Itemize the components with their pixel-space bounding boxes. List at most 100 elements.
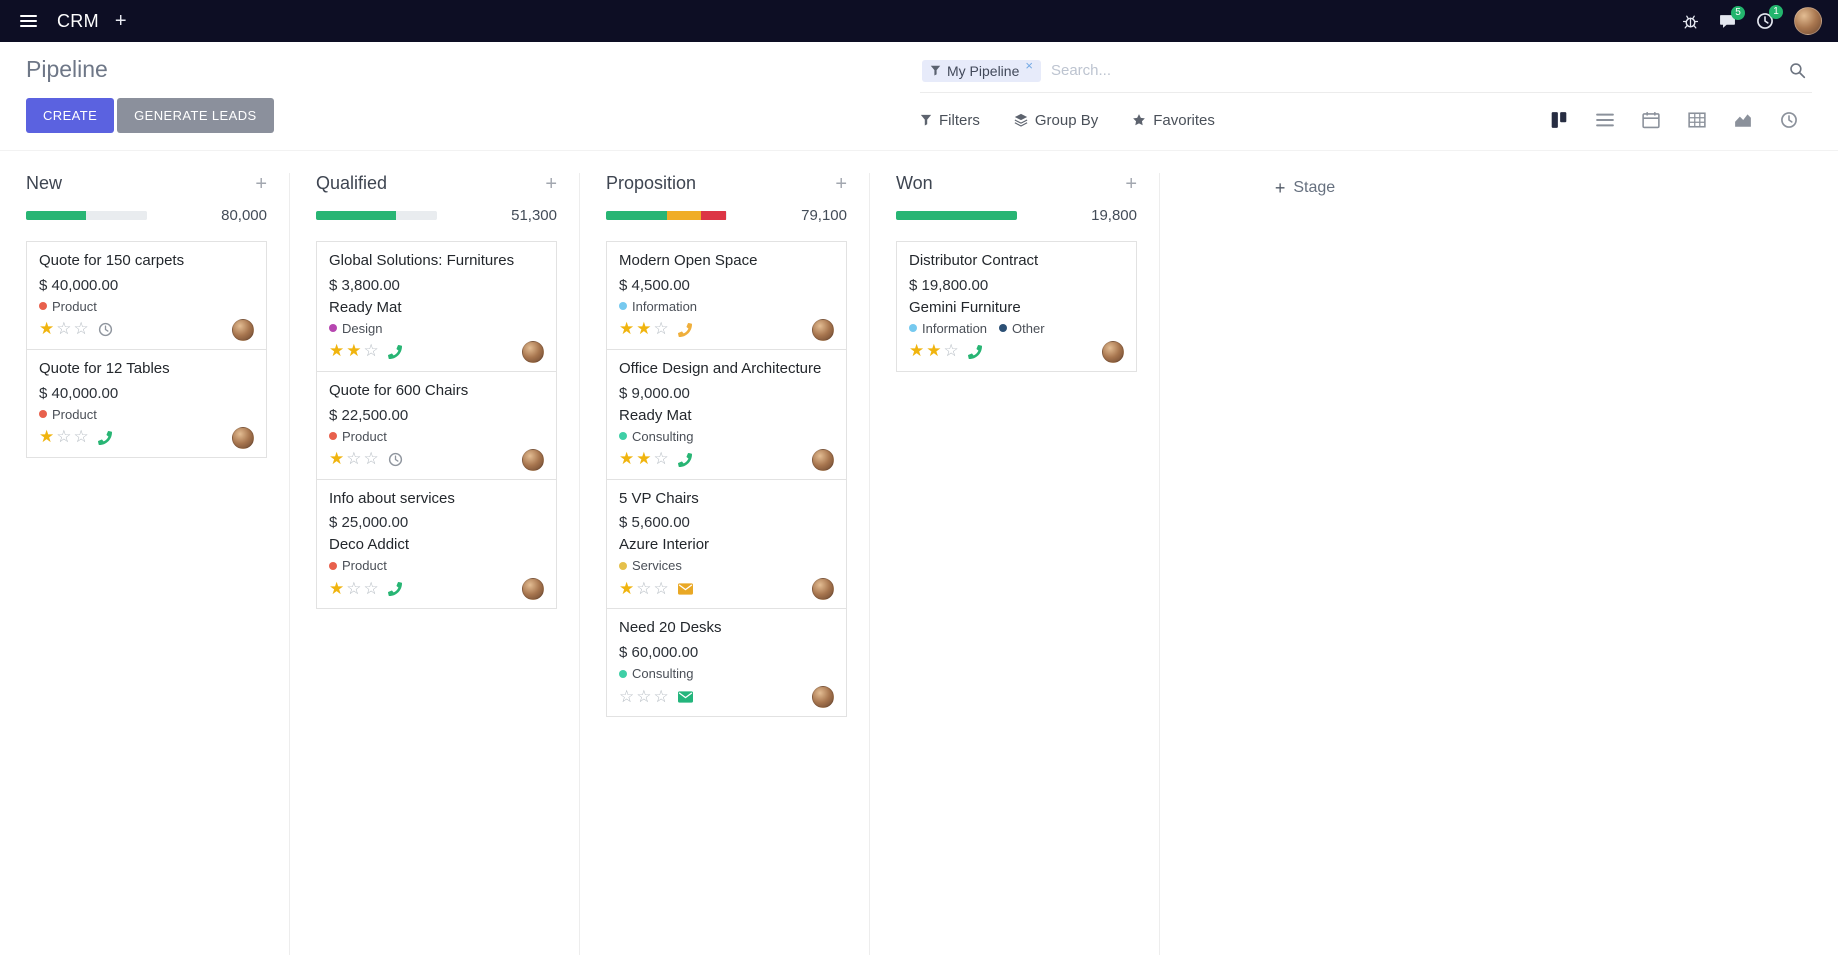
star-empty-icon[interactable]: ☆	[56, 427, 72, 447]
pivot-view-button[interactable]	[1674, 106, 1720, 134]
salesperson-avatar[interactable]	[812, 318, 834, 341]
favorites-menu-button[interactable]: Favorites	[1132, 112, 1215, 129]
star-filled-icon[interactable]: ★	[329, 449, 345, 469]
progress-segment[interactable]	[701, 211, 727, 220]
star-empty-icon[interactable]: ☆	[363, 341, 379, 362]
card-title[interactable]: Distributor Contract	[909, 252, 1039, 269]
card-title[interactable]: Global Solutions: Furnitures	[329, 252, 515, 269]
progress-segment[interactable]	[26, 211, 87, 220]
group-by-menu-button[interactable]: Group By	[1014, 112, 1098, 129]
star-empty-icon[interactable]: ☆	[636, 686, 652, 707]
add-stage-button[interactable]: + Stage	[1275, 176, 1335, 200]
star-empty-icon[interactable]: ☆	[653, 319, 669, 340]
envelope-icon[interactable]	[678, 691, 693, 703]
search-input[interactable]	[1040, 58, 1789, 83]
star-empty-icon[interactable]: ☆	[346, 449, 362, 469]
star-empty-icon[interactable]: ☆	[73, 319, 89, 340]
phone-icon[interactable]	[678, 323, 692, 337]
kanban-card[interactable]: Quote for 600 Chairs $ 22,500.00 Product…	[316, 370, 557, 480]
kanban-view-button[interactable]	[1536, 106, 1582, 134]
clock-icon[interactable]	[98, 322, 113, 337]
kanban-card[interactable]: Global Solutions: Furnitures $ 3,800.00 …	[316, 241, 557, 372]
quick-add-icon[interactable]: +	[1125, 172, 1137, 195]
kanban-card[interactable]: 5 VP Chairs $ 5,600.00 Azure Interior Se…	[606, 478, 847, 610]
star-empty-icon[interactable]: ☆	[636, 578, 652, 599]
card-title[interactable]: Need 20 Desks	[619, 619, 722, 637]
kanban-card[interactable]: Quote for 150 carpets $ 40,000.00 Produc…	[26, 241, 267, 350]
salesperson-avatar[interactable]	[232, 318, 254, 341]
phone-icon[interactable]	[968, 345, 982, 359]
star-filled-icon[interactable]: ★	[636, 449, 652, 469]
salesperson-avatar[interactable]	[522, 340, 544, 363]
search-facet[interactable]: My Pipeline ×	[922, 58, 1041, 82]
star-empty-icon[interactable]: ☆	[653, 686, 669, 707]
salesperson-avatar[interactable]	[1102, 340, 1124, 363]
star-empty-icon[interactable]: ☆	[73, 427, 89, 447]
app-name[interactable]: CRM	[57, 10, 99, 31]
search-icon[interactable]	[1789, 62, 1810, 79]
column-title[interactable]: Qualified	[316, 173, 388, 193]
generate-leads-button[interactable]: GENERATE LEADS	[117, 98, 274, 133]
kanban-card[interactable]: Need 20 Desks $ 60,000.00 Consulting ☆ ☆ ☆	[606, 608, 847, 717]
debug-bug-icon[interactable]	[1682, 13, 1699, 30]
card-title[interactable]: 5 VP Chairs	[619, 489, 699, 507]
card-title[interactable]: Office Design and Architecture	[619, 359, 822, 377]
star-empty-icon[interactable]: ☆	[943, 341, 959, 362]
add-icon[interactable]: +	[114, 10, 127, 32]
progress-segment[interactable]	[316, 211, 396, 220]
salesperson-avatar[interactable]	[812, 448, 834, 471]
salesperson-avatar[interactable]	[812, 686, 834, 708]
quick-add-icon[interactable]: +	[255, 172, 267, 195]
card-title[interactable]: Quote for 150 carpets	[39, 252, 185, 269]
search-bar[interactable]: My Pipeline ×	[920, 56, 1812, 93]
star-filled-icon[interactable]: ★	[909, 341, 925, 362]
progress-segment[interactable]	[606, 211, 668, 220]
star-filled-icon[interactable]: ★	[619, 449, 635, 469]
phone-icon[interactable]	[388, 582, 402, 596]
star-filled-icon[interactable]: ★	[346, 341, 362, 362]
kanban-card[interactable]: Modern Open Space $ 4,500.00 Information…	[606, 241, 847, 350]
create-button[interactable]: CREATE	[26, 98, 115, 133]
activities-clock-icon[interactable]: 1	[1756, 5, 1783, 30]
envelope-icon[interactable]	[678, 583, 693, 595]
kanban-card[interactable]: Distributor Contract $ 19,800.00 Gemini …	[896, 241, 1137, 372]
apps-menu-icon[interactable]	[16, 11, 41, 31]
kanban-card[interactable]: Office Design and Architecture $ 9,000.0…	[606, 348, 847, 480]
card-title[interactable]: Modern Open Space	[619, 252, 758, 269]
graph-view-button[interactable]	[1720, 106, 1766, 134]
star-filled-icon[interactable]: ★	[926, 341, 942, 362]
column-title[interactable]: Proposition	[606, 173, 697, 193]
star-filled-icon[interactable]: ★	[39, 427, 55, 447]
column-title[interactable]: New	[26, 173, 63, 193]
star-empty-icon[interactable]: ☆	[56, 319, 72, 340]
list-view-button[interactable]	[1582, 106, 1628, 134]
star-filled-icon[interactable]: ★	[636, 319, 652, 340]
star-filled-icon[interactable]: ★	[39, 319, 55, 340]
star-empty-icon[interactable]: ☆	[619, 686, 635, 707]
star-filled-icon[interactable]: ★	[619, 319, 635, 340]
card-title[interactable]: Quote for 600 Chairs	[329, 381, 469, 399]
star-empty-icon[interactable]: ☆	[363, 449, 379, 469]
kanban-card[interactable]: Quote for 12 Tables $ 40,000.00 Product …	[26, 348, 267, 458]
star-filled-icon[interactable]: ★	[329, 341, 345, 362]
salesperson-avatar[interactable]	[522, 578, 544, 601]
kanban-card[interactable]: Info about services $ 25,000.00 Deco Add…	[316, 478, 557, 610]
messages-icon[interactable]: 5	[1719, 5, 1745, 30]
progress-segment[interactable]	[896, 211, 1017, 220]
filters-menu-button[interactable]: Filters	[920, 112, 980, 129]
star-empty-icon[interactable]: ☆	[653, 578, 669, 599]
progress-segment[interactable]	[395, 211, 437, 220]
clock-icon[interactable]	[388, 452, 403, 467]
salesperson-avatar[interactable]	[232, 426, 254, 449]
phone-icon[interactable]	[678, 453, 692, 467]
salesperson-avatar[interactable]	[522, 448, 544, 471]
phone-icon[interactable]	[388, 345, 402, 359]
star-empty-icon[interactable]: ☆	[363, 578, 379, 599]
card-title[interactable]: Quote for 12 Tables	[39, 359, 170, 377]
card-title[interactable]: Info about services	[329, 489, 455, 507]
column-title[interactable]: Won	[896, 173, 933, 193]
facet-remove-icon[interactable]: ×	[1025, 58, 1033, 73]
calendar-view-button[interactable]	[1628, 106, 1674, 134]
activity-view-button[interactable]	[1766, 106, 1812, 134]
progress-segment[interactable]	[667, 211, 702, 220]
